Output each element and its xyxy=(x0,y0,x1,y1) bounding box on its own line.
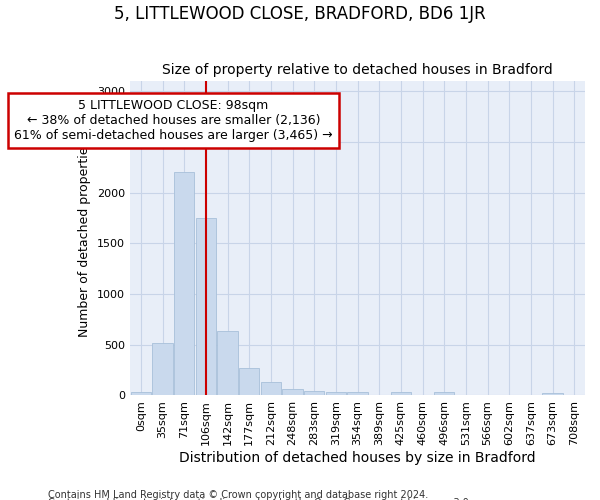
Title: Size of property relative to detached houses in Bradford: Size of property relative to detached ho… xyxy=(162,63,553,77)
Text: Contains public sector information licensed under the Open Government Licence v3: Contains public sector information licen… xyxy=(48,498,472,500)
Bar xyxy=(326,392,346,396)
Bar xyxy=(131,392,151,396)
Text: 5 LITTLEWOOD CLOSE: 98sqm
← 38% of detached houses are smaller (2,136)
61% of se: 5 LITTLEWOOD CLOSE: 98sqm ← 38% of detac… xyxy=(14,99,332,142)
Text: 5, LITTLEWOOD CLOSE, BRADFORD, BD6 1JR: 5, LITTLEWOOD CLOSE, BRADFORD, BD6 1JR xyxy=(114,5,486,23)
Bar xyxy=(347,392,368,396)
Bar xyxy=(542,394,563,396)
Bar xyxy=(217,331,238,396)
Bar xyxy=(260,382,281,396)
Bar xyxy=(239,368,259,396)
Y-axis label: Number of detached properties: Number of detached properties xyxy=(79,140,91,336)
Bar xyxy=(434,392,454,396)
Bar xyxy=(304,392,325,396)
X-axis label: Distribution of detached houses by size in Bradford: Distribution of detached houses by size … xyxy=(179,451,536,465)
Bar xyxy=(196,218,216,396)
Bar xyxy=(174,172,194,396)
Bar xyxy=(152,342,173,396)
Bar xyxy=(391,392,411,396)
Bar xyxy=(282,389,303,396)
Text: Contains HM Land Registry data © Crown copyright and database right 2024.: Contains HM Land Registry data © Crown c… xyxy=(48,490,428,500)
